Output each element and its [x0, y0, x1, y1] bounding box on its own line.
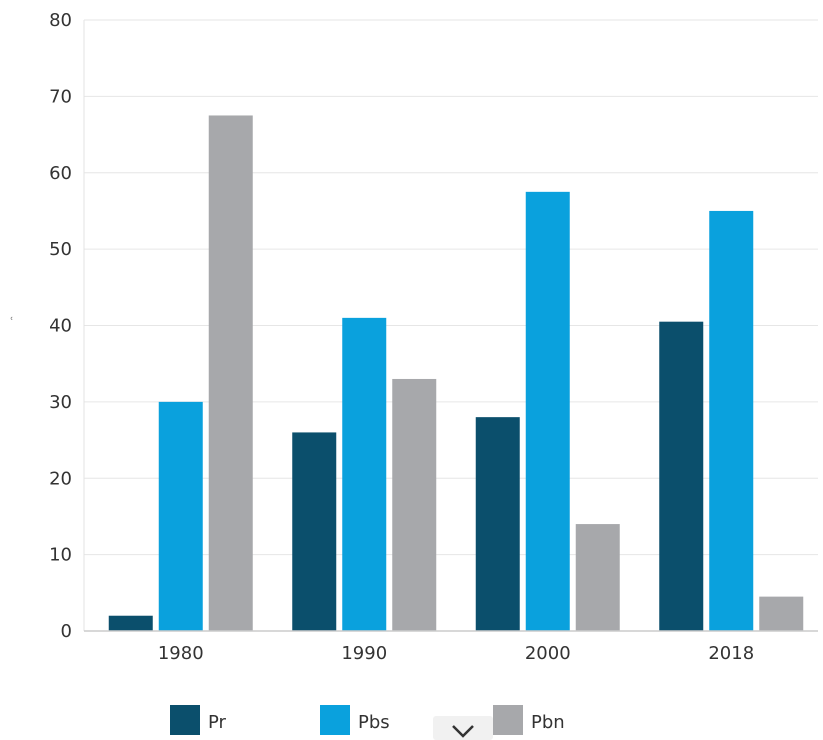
- y-tick-label: 80: [49, 10, 72, 31]
- gridlines: [84, 19, 818, 556]
- scroll-down-button-background[interactable]: [433, 716, 493, 740]
- bar-pbs-1980: [158, 401, 203, 631]
- bar-pbs-2018: [709, 210, 754, 631]
- y-tick-label: 30: [49, 392, 72, 413]
- x-axis-tick-labels: 1980 1990 2000 2018: [158, 643, 754, 664]
- chevron-down-icon[interactable]: [452, 725, 474, 738]
- x-tick-label: 2018: [708, 643, 754, 664]
- bar-pbs-2000: [525, 191, 570, 631]
- legend-swatch-pr: [170, 705, 200, 735]
- y-tick-label: 70: [49, 86, 72, 107]
- y-tick-label: 40: [49, 316, 72, 337]
- legend-label-pr: Pr: [208, 712, 227, 733]
- y-tick-label: 0: [61, 621, 72, 642]
- y-axis-label-glyph: ʿ: [10, 315, 14, 329]
- bar-pbn-1990: [392, 378, 437, 631]
- scroll-down-button[interactable]: [433, 716, 493, 740]
- bar-pbn-2018: [759, 596, 804, 631]
- bar-pr-1990: [292, 432, 337, 631]
- y-tick-label: 50: [49, 239, 72, 260]
- legend-label-pbn: Pbn: [531, 712, 565, 733]
- y-axis-tick-labels: 0 10 20 30 40 50 60 70 80: [49, 10, 72, 642]
- bar-pr-1980: [108, 615, 153, 631]
- y-tick-label: 60: [49, 163, 72, 184]
- legend: Pr Pbs Pbn: [170, 705, 565, 735]
- bar-pbn-2000: [575, 524, 620, 631]
- y-tick-label: 10: [49, 545, 72, 566]
- y-tick-label: 20: [49, 468, 72, 489]
- legend-swatch-pbn: [493, 705, 523, 735]
- bar-pbn-1980: [208, 115, 253, 631]
- bar-pr-2018: [659, 321, 704, 631]
- bar-pr-2000: [475, 417, 520, 631]
- x-tick-label: 1990: [341, 643, 387, 664]
- bar-pbs-1990: [342, 317, 387, 631]
- x-tick-label: 1980: [158, 643, 204, 664]
- x-tick-label: 2000: [525, 643, 571, 664]
- legend-label-pbs: Pbs: [358, 712, 390, 733]
- bars: [108, 115, 804, 631]
- legend-swatch-pbs: [320, 705, 350, 735]
